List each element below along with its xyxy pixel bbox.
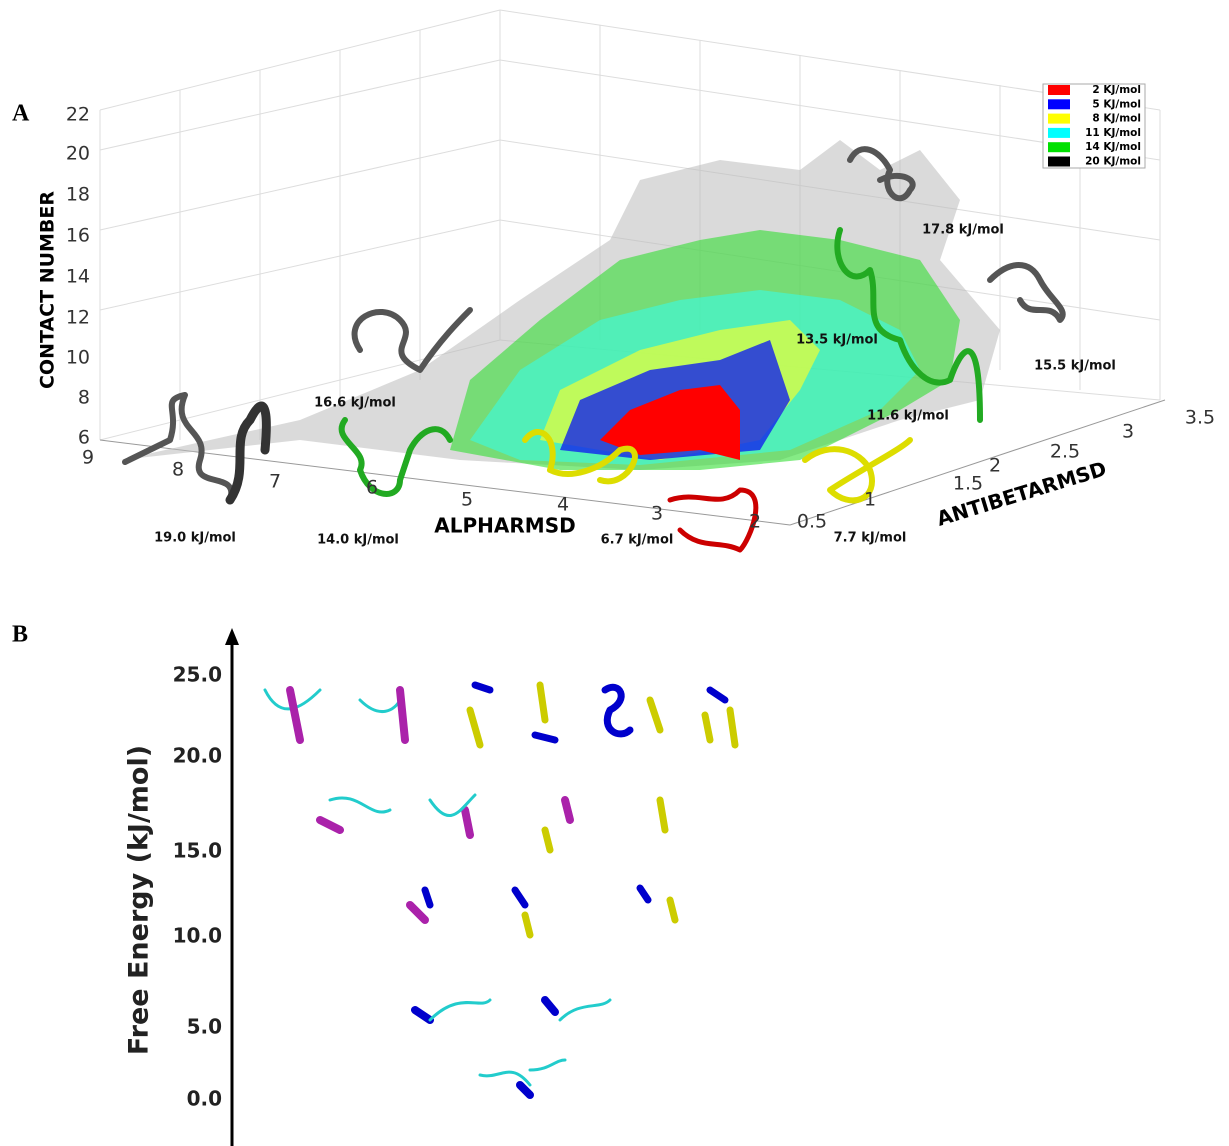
legend-label: 14 KJ/mol — [1085, 141, 1141, 153]
energy-annotation: 15.5 kJ/mol — [1034, 359, 1116, 374]
legend-swatch — [1048, 114, 1070, 124]
y-tick-label: 3 — [1122, 421, 1134, 443]
x-tick-label: 4 — [557, 494, 569, 516]
z-tick-label: 8 — [78, 387, 90, 409]
energy-tick-label: 15.0 — [173, 839, 222, 863]
energy-annotation: 16.6 kJ/mol — [314, 396, 396, 411]
panel-label: B — [12, 622, 28, 648]
z-tick-label: 20 — [66, 143, 90, 165]
x-tick-label: 2 — [749, 511, 761, 533]
legend-swatch — [1048, 99, 1070, 109]
y-tick-label: 2 — [989, 455, 1001, 477]
legend-swatch — [1048, 142, 1070, 152]
axis-arrow — [225, 628, 239, 645]
y-tick-label: 1 — [864, 489, 876, 511]
z-tick-label: 14 — [66, 266, 90, 288]
legend-label: 11 KJ/mol — [1085, 127, 1141, 139]
legend-swatch — [1048, 128, 1070, 138]
figure: A B CONTACT NUMBER ALPHARMSD ANTIBETARMS… — [0, 0, 1229, 1146]
energy-annotation: 6.7 kJ/mol — [601, 533, 674, 548]
x-tick-label: 9 — [82, 447, 94, 469]
x-tick-label: 7 — [269, 471, 281, 493]
page: A B CONTACT NUMBER ALPHARMSD ANTIBETARMS… — [0, 0, 1229, 1146]
energy-annotation: 13.5 kJ/mol — [796, 333, 878, 348]
legend-label: 20 KJ/mol — [1085, 156, 1141, 168]
z-tick-label: 18 — [66, 184, 90, 206]
energy-annotation: 7.7 kJ/mol — [834, 531, 907, 546]
z-tick-label: 22 — [66, 104, 90, 126]
z-tick-label: 10 — [66, 347, 90, 369]
energy-tick-label: 0.0 — [187, 1087, 222, 1111]
energy-tick-label: 10.0 — [173, 924, 222, 948]
energy-tick-label: 25.0 — [173, 663, 222, 687]
energy-annotation: 19.0 kJ/mol — [154, 531, 236, 546]
y-tick-label: 3.5 — [1185, 407, 1215, 429]
y-tick-label: 2.5 — [1050, 441, 1080, 463]
energy-annotation: 11.6 kJ/mol — [867, 409, 949, 424]
legend-label: 5 KJ/mol — [1092, 98, 1141, 110]
y-tick-label: 1.5 — [953, 473, 983, 495]
y-tick-label: 0.5 — [797, 511, 827, 533]
legend-label: 2 KJ/mol — [1092, 84, 1141, 96]
legend-swatch — [1048, 85, 1070, 95]
energy-tick-label: 5.0 — [187, 1015, 222, 1039]
x-tick-label: 6 — [366, 477, 378, 499]
x-axis-title: ALPHARMSD — [434, 514, 575, 538]
z-tick-label: 16 — [66, 225, 90, 247]
legend-swatch — [1048, 157, 1070, 167]
energy-annotation: 14.0 kJ/mol — [317, 533, 399, 548]
z-tick-label: 6 — [78, 427, 90, 449]
x-tick-label: 3 — [651, 503, 663, 525]
legend-label: 8 KJ/mol — [1092, 113, 1141, 125]
x-tick-label: 8 — [172, 459, 184, 481]
z-axis-title: CONTACT NUMBER — [37, 191, 59, 389]
x-tick-label: 5 — [461, 489, 473, 511]
z-tick-label: 12 — [66, 307, 90, 329]
energy-axis-title: Free Energy (kJ/mol) — [124, 745, 155, 1055]
energy-annotation: 17.8 kJ/mol — [922, 223, 1004, 238]
panel-label: A — [12, 101, 30, 127]
energy-tick-label: 20.0 — [173, 744, 222, 768]
